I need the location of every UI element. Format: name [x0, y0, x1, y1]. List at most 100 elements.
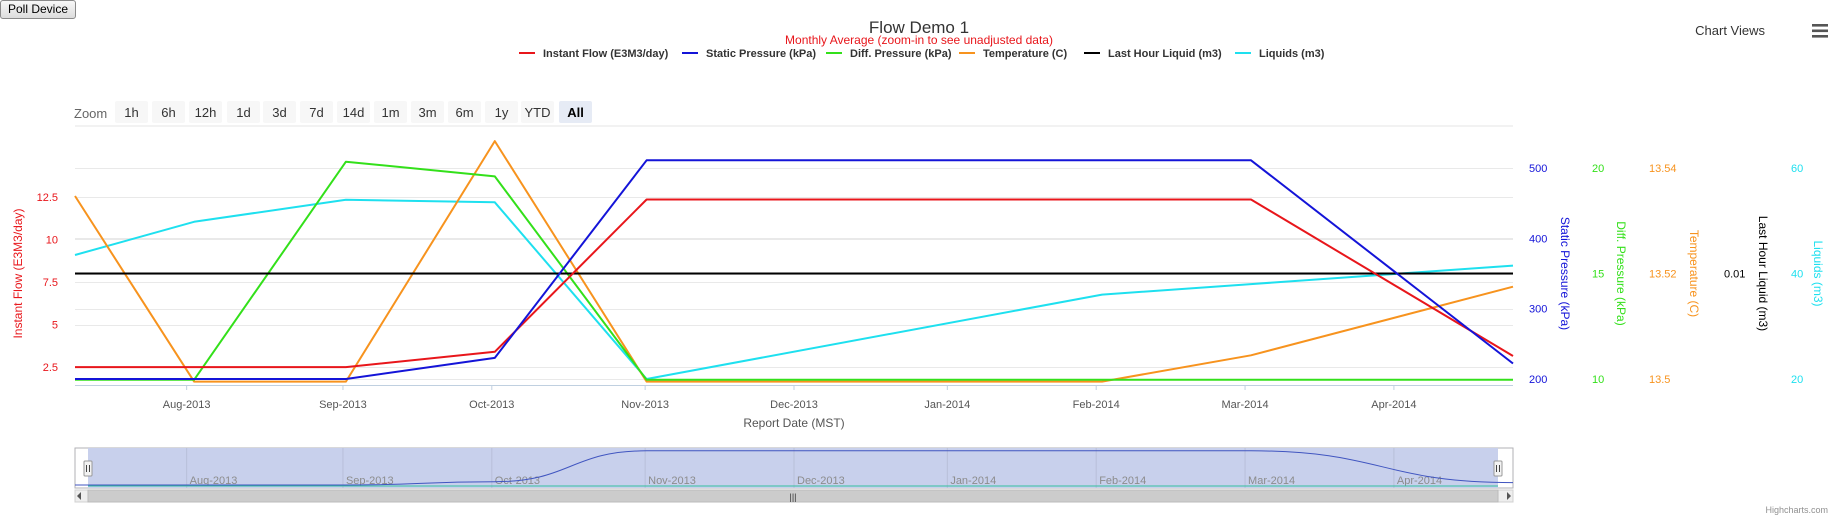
chart-views-label[interactable]: Chart Views [1695, 23, 1765, 38]
y-tick-label-static_pressure: 500 [1529, 163, 1547, 175]
navigator-scrollbar[interactable]: ||| [74, 489, 1514, 503]
zoom-button-12h[interactable]: 12h [189, 101, 222, 123]
navigator-mask[interactable] [88, 448, 1498, 488]
y-tick-label-temperature: 13.52 [1649, 269, 1677, 281]
svg-text:14d: 14d [343, 105, 365, 120]
y-tick-label-instant_flow: 10 [46, 234, 58, 246]
x-tick-label: Nov-2013 [621, 399, 669, 411]
svg-text:12h: 12h [195, 105, 217, 120]
legend-label: Last Hour Liquid (m3) [1108, 48, 1222, 60]
zoom-button-3d[interactable]: 3d [263, 101, 296, 123]
y-tick-label-instant_flow: 5 [52, 320, 58, 332]
x-tick-label: Sep-2013 [319, 399, 367, 411]
svg-text:3d: 3d [272, 105, 286, 120]
y-tick-label-temperature: 13.54 [1649, 163, 1677, 175]
series-line-instant_flow[interactable] [75, 198, 1514, 369]
zoom-button-1y[interactable]: 1y [485, 101, 518, 123]
scroll-left-arrow-icon[interactable] [77, 492, 81, 500]
zoom-label: Zoom [74, 106, 107, 121]
navigator-tick-label: Apr-2014 [1397, 475, 1442, 487]
legend-label: Diff. Pressure (kPa) [850, 48, 952, 60]
series-line-diff_pressure[interactable] [75, 160, 1513, 381]
x-tick-label: Oct-2013 [469, 399, 514, 411]
navigator-tick-label: Nov-2013 [648, 475, 696, 487]
legend-item-liquids[interactable]: Liquids (m3) [1235, 48, 1325, 60]
series-line-temperature[interactable] [74, 140, 1514, 383]
y-tick-label-last_hour_liquid: 0.01 [1724, 269, 1745, 281]
legend-item-last_hour_liquid[interactable]: Last Hour Liquid (m3) [1084, 48, 1222, 60]
svg-text:1d: 1d [236, 105, 250, 120]
navigator-tick-label: Feb-2014 [1099, 475, 1146, 487]
navigator-tick-label: Sep-2013 [346, 475, 394, 487]
y-axis-title-diff_pressure: Diff. Pressure (kPa) [1614, 221, 1628, 325]
zoom-button-6m[interactable]: 6m [448, 101, 481, 123]
y-tick-label-static_pressure: 400 [1529, 233, 1547, 245]
zoom-button-all[interactable]: All [559, 101, 592, 123]
x-tick-label: Dec-2013 [770, 399, 818, 411]
y-tick-label-instant_flow: 12.5 [37, 192, 58, 204]
scroll-right-arrow-icon[interactable] [1507, 492, 1511, 500]
legend-label: Temperature (C) [983, 48, 1067, 60]
poll-device-button[interactable]: Poll Device [0, 0, 77, 19]
navigator-handle-right[interactable] [1493, 460, 1503, 477]
svg-text:1m: 1m [381, 105, 399, 120]
legend-item-static_pressure[interactable]: Static Pressure (kPa) [682, 48, 816, 60]
y-tick-label-liquids: 60 [1791, 163, 1803, 175]
svg-text:1y: 1y [495, 105, 509, 120]
navigator-tick-label: Aug-2013 [190, 475, 238, 487]
legend-item-temperature[interactable]: Temperature (C) [959, 48, 1067, 60]
x-axis-title: Report Date (MST) [743, 416, 844, 430]
navigator[interactable]: Aug-2013 Sep-2013 Oct-2013 Nov-2013 Dec-2013… [74, 447, 1514, 503]
zoom-button-3m[interactable]: 3m [411, 101, 444, 123]
svg-text:1h: 1h [124, 105, 138, 120]
svg-text:7d: 7d [309, 105, 323, 120]
series-line-liquids[interactable] [74, 198, 1514, 380]
y-tick-label-temperature: 13.5 [1649, 374, 1670, 386]
x-tick-label: Feb-2014 [1073, 399, 1120, 411]
zoom-button-1d[interactable]: 1d [227, 101, 260, 123]
zoom-button-1m[interactable]: 1m [374, 101, 407, 123]
zoom-button-ytd[interactable]: YTD [521, 101, 554, 123]
navigator-tick-label: Dec-2013 [797, 475, 845, 487]
y-axis-title-last_hour_liquid: Last Hour Liquid (m3) [1756, 216, 1770, 331]
plot-grid [75, 125, 1513, 386]
y-tick-label-diff_pressure: 10 [1592, 374, 1604, 386]
y-tick-label-static_pressure: 200 [1529, 374, 1547, 386]
zoom-button-14d[interactable]: 14d [337, 101, 370, 123]
svg-text:6m: 6m [455, 105, 473, 120]
chart-title: Flow Demo 1 [869, 18, 969, 37]
y-axis-title-static_pressure: Static Pressure (kPa) [1558, 217, 1572, 330]
y-tick-label-diff_pressure: 20 [1592, 163, 1604, 175]
navigator-handle-left[interactable] [83, 460, 93, 477]
svg-text:6h: 6h [161, 105, 175, 120]
navigator-tick-label: Mar-2014 [1248, 475, 1295, 487]
scrollbar-grip-icon: ||| [789, 492, 796, 502]
x-tick-label: Apr-2014 [1371, 399, 1416, 411]
y-tick-label-instant_flow: 2.5 [43, 362, 58, 374]
y-axis-title-temperature: Temperature (C) [1687, 230, 1701, 317]
svg-text:All: All [567, 105, 584, 120]
y-tick-label-instant_flow: 7.5 [43, 277, 58, 289]
credits-label[interactable]: Highcharts.com [1765, 505, 1828, 515]
x-tick-label: Jan-2014 [924, 399, 970, 411]
legend-item-diff_pressure[interactable]: Diff. Pressure (kPa) [826, 48, 952, 60]
svg-text:YTD: YTD [525, 105, 551, 120]
x-tick-label: Mar-2014 [1222, 399, 1269, 411]
zoom-button-1h[interactable]: 1h [115, 101, 148, 123]
series-layer [74, 140, 1514, 383]
menu-icon[interactable] [1812, 24, 1828, 38]
axes-layer: Aug-2013 Sep-2013 Oct-2013 Nov-2013 Dec-2013… [11, 163, 1825, 411]
scrollbar-thumb[interactable] [87, 489, 1499, 503]
zoom-button-6h[interactable]: 6h [152, 101, 185, 123]
x-tick-label: Aug-2013 [163, 399, 211, 411]
range-selector: Zoom 1h 6h 12h 1d 3d 7d 14d 1m 3m 6m 1y YTD All [74, 101, 592, 123]
navigator-series [75, 450, 1514, 486]
y-axis-title-liquids: Liquids (m3) [1811, 240, 1825, 306]
y-axis-title-instant_flow: Instant Flow (E3M3/day) [11, 208, 25, 338]
series-line-static_pressure[interactable] [75, 159, 1514, 380]
y-tick-label-diff_pressure: 15 [1592, 269, 1604, 281]
y-tick-label-static_pressure: 300 [1529, 304, 1547, 316]
zoom-button-7d[interactable]: 7d [300, 101, 333, 123]
y-tick-label-liquids: 20 [1791, 374, 1803, 386]
legend-item-instant_flow[interactable]: Instant Flow (E3M3/day) [519, 48, 669, 60]
